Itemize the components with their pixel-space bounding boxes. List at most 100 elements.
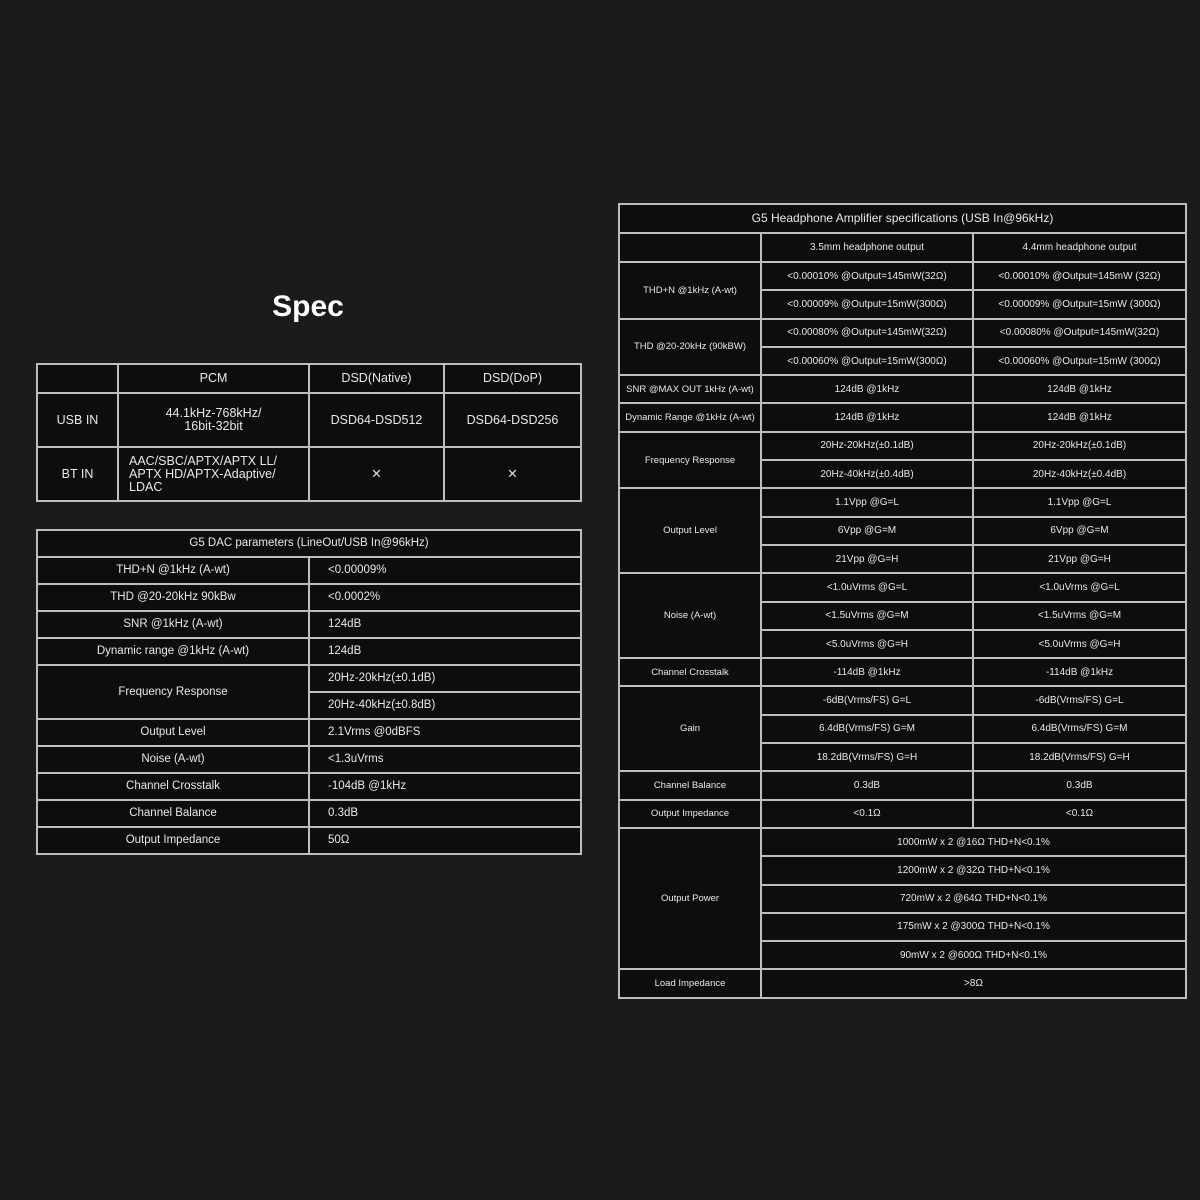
table-row: Output Level 2.1Vrms @0dBFS (36, 718, 582, 747)
row-value: <1.5uVrms @G=M (972, 600, 1187, 631)
page-title: Spec (272, 290, 344, 323)
column-header: 4.4mm headphone output (972, 232, 1187, 263)
table-row: Output Impedance 50Ω (36, 826, 582, 855)
row-value: <0.00009% @Output=15mW (300Ω) (972, 289, 1187, 320)
row-label: THD+N @1kHz (A-wt) (618, 261, 762, 320)
row-value: 21Vpp @G=H (972, 543, 1187, 575)
table-row: THD+N @1kHz (A-wt) <0.00010% @Output=145m… (618, 260, 1187, 320)
row-label-usb-in: USB IN (36, 392, 119, 448)
row-value: 90mW x 2 @600Ω THD+N<0.1% (760, 940, 1187, 971)
row-label: SNR @1kHz (A-wt) (36, 610, 310, 639)
row-label: Noise (A-wt) (618, 572, 762, 660)
table-row: Gain -6dB(Vrms/FS) G=L -6dB(Vrms/FS) G=L (618, 685, 1187, 773)
table-row: Channel Crosstalk -104dB @1kHz (36, 772, 582, 801)
table-row: Frequency Response 20Hz-20kHz(±0.1dB) 20Hz… (618, 430, 1187, 490)
table-row: SNR @1kHz (A-wt) 124dB (36, 610, 582, 639)
table-row: Dynamic Range @1kHz (A-wt) 124dB @1kHz 124… (618, 402, 1187, 433)
bt-pcm-value: AAC/SBC/APTX/APTX LL/ APTX HD/APTX-Adapt… (117, 446, 310, 502)
row-value: 175mW x 2 @300Ω THD+N<0.1% (760, 911, 1187, 943)
row-value: >8Ω (760, 968, 1187, 999)
row-value: <1.5uVrms @G=M (760, 600, 974, 631)
row-value: 124dB @1kHz (760, 374, 974, 405)
table-row: 6.4dB(Vrms/FS) G=M 6.4dB(Vrms/FS) G=M (619, 713, 1187, 745)
table-title: G5 Headphone Amplifier specifications (U… (618, 203, 1187, 234)
cross-icon: ✕ (308, 446, 445, 502)
usb-pcm-value: 44.1kHz-768kHz/ 16bit-32bit (117, 392, 310, 448)
table-row: 18.2dB(Vrms/FS) G=H 18.2dB(Vrms/FS) G=H (619, 742, 1187, 773)
row-value: 6.4dB(Vrms/FS) G=M (972, 713, 1187, 745)
row-value: <0.00009% @Output=15mW(300Ω) (760, 289, 974, 320)
row-value: <0.0002% (308, 583, 582, 612)
row-value: 20Hz-40kHz(±0.4dB) (760, 459, 974, 490)
row-value: -6dB(Vrms/FS) G=L (972, 685, 1187, 716)
column-header: 3.5mm headphone output (760, 232, 974, 263)
row-label: Channel Balance (36, 799, 310, 828)
row-value: <5.0uVrms @G=H (972, 628, 1187, 660)
amp-specifications-table: G5 Headphone Amplifier specifications (U… (618, 203, 1187, 999)
row-value: 1000mW x 2 @16Ω THD+N<0.1% (760, 826, 1187, 858)
column-header (618, 232, 762, 263)
row-label: Dynamic Range @1kHz (A-wt) (618, 402, 762, 433)
table-row: Output Impedance <0.1Ω <0.1Ω (618, 798, 1187, 829)
table-row: Noise (A-wt) <1.0uVrms @G=L <1.0uVrms @G=L (618, 572, 1187, 660)
row-value: 18.2dB(Vrms/FS) G=H (760, 742, 974, 773)
table-row: Output Level 1.1Vpp @G=L 1.1Vpp @G=L (618, 487, 1187, 575)
dac-parameters-table: G5 DAC parameters (LineOut/USB In@96kHz)… (36, 529, 582, 855)
row-label: THD @20-20kHz (90kBW) (618, 317, 762, 377)
table-row: 720mW x 2 @64Ω THD+N<0.1% (619, 883, 1187, 914)
row-value: <0.00009% (308, 556, 582, 585)
row-label: Dynamic range @1kHz (A-wt) (36, 637, 310, 666)
table-title-row: G5 Headphone Amplifier specifications (U… (618, 203, 1187, 234)
row-value: 124dB @1kHz (760, 402, 974, 433)
row-value: <0.00010% @Output=145mW(32Ω) (760, 260, 974, 292)
table-row: Noise (A-wt) <1.3uVrms (36, 745, 582, 774)
row-label: Frequency Response (618, 430, 762, 490)
row-label: Frequency Response (36, 664, 310, 720)
row-value: 6.4dB(Vrms/FS) G=M (760, 713, 974, 745)
table-row: Channel Balance 0.3dB 0.3dB (618, 770, 1187, 801)
table-title-row: G5 DAC parameters (LineOut/USB In@96kHz) (36, 529, 582, 558)
row-value: 21Vpp @G=H (760, 543, 974, 575)
row-label: Output Impedance (618, 798, 762, 829)
row-value: 20Hz-20kHz(±0.1dB) (308, 664, 582, 693)
row-value: 20Hz-20kHz(±0.1dB) (972, 430, 1187, 462)
row-label: Output Level (618, 487, 762, 575)
row-value: 0.3dB (972, 770, 1187, 801)
row-value: <0.00060% @Output=15mW(300Ω) (760, 345, 974, 377)
row-value: 20Hz-40kHz(±0.4dB) (972, 459, 1187, 490)
row-value: 50Ω (308, 826, 582, 855)
table-row: <0.00060% @Output=15mW(300Ω) <0.00060% @O… (619, 345, 1187, 377)
row-value: 20Hz-40kHz(±0.8dB) (308, 691, 582, 720)
table-row: <5.0uVrms @G=H <5.0uVrms @G=H (619, 628, 1187, 660)
row-label: Output Impedance (36, 826, 310, 855)
table-row: Channel Balance 0.3dB (36, 799, 582, 828)
usb-dsd-dop-value: DSD64-DSD256 (443, 392, 582, 448)
row-value: 124dB @1kHz (972, 402, 1187, 433)
row-value: 124dB @1kHz (972, 374, 1187, 405)
row-value: <1.0uVrms @G=L (760, 572, 974, 603)
row-label: Output Power (618, 826, 762, 971)
row-value: <0.1Ω (760, 798, 974, 829)
table-row: 6Vpp @G=M 6Vpp @G=M (619, 515, 1187, 546)
row-value: 20Hz-20kHz(±0.1dB) (760, 430, 974, 462)
table-row: SNR @MAX OUT 1kHz (A-wt) 124dB @1kHz 124dB… (618, 374, 1187, 405)
row-value: <5.0uVrms @G=H (760, 628, 974, 660)
table-row: <0.00009% @Output=15mW(300Ω) <0.00009% @O… (619, 289, 1187, 320)
row-value: 6Vpp @G=M (972, 515, 1187, 546)
row-value: <1.3uVrms (308, 745, 582, 774)
row-value: 720mW x 2 @64Ω THD+N<0.1% (760, 883, 1187, 914)
table-row: Dynamic range @1kHz (A-wt) 124dB (36, 637, 582, 666)
row-value: 1.1Vpp @G=L (972, 487, 1187, 518)
row-value: 1.1Vpp @G=L (760, 487, 974, 518)
header-pcm: PCM (117, 363, 310, 394)
table-row: 21Vpp @G=H 21Vpp @G=H (619, 543, 1187, 575)
header-row: 3.5mm headphone output 4.4mm headphone ou… (618, 232, 1187, 263)
input-format-table: PCM DSD(Native) DSD(DoP) USB IN 44.1kHz-… (36, 363, 582, 502)
table-row: Load Impedance >8Ω (618, 968, 1187, 999)
header-dsd-dop: DSD(DoP) (443, 363, 582, 394)
row-value: <1.0uVrms @G=L (972, 572, 1187, 603)
row-label: Gain (618, 685, 762, 773)
row-label: Channel Balance (618, 770, 762, 801)
row-label-bt-in: BT IN (36, 446, 119, 502)
table-row: Output Power 1000mW x 2 @16Ω THD+N<0.1% (618, 826, 1187, 971)
